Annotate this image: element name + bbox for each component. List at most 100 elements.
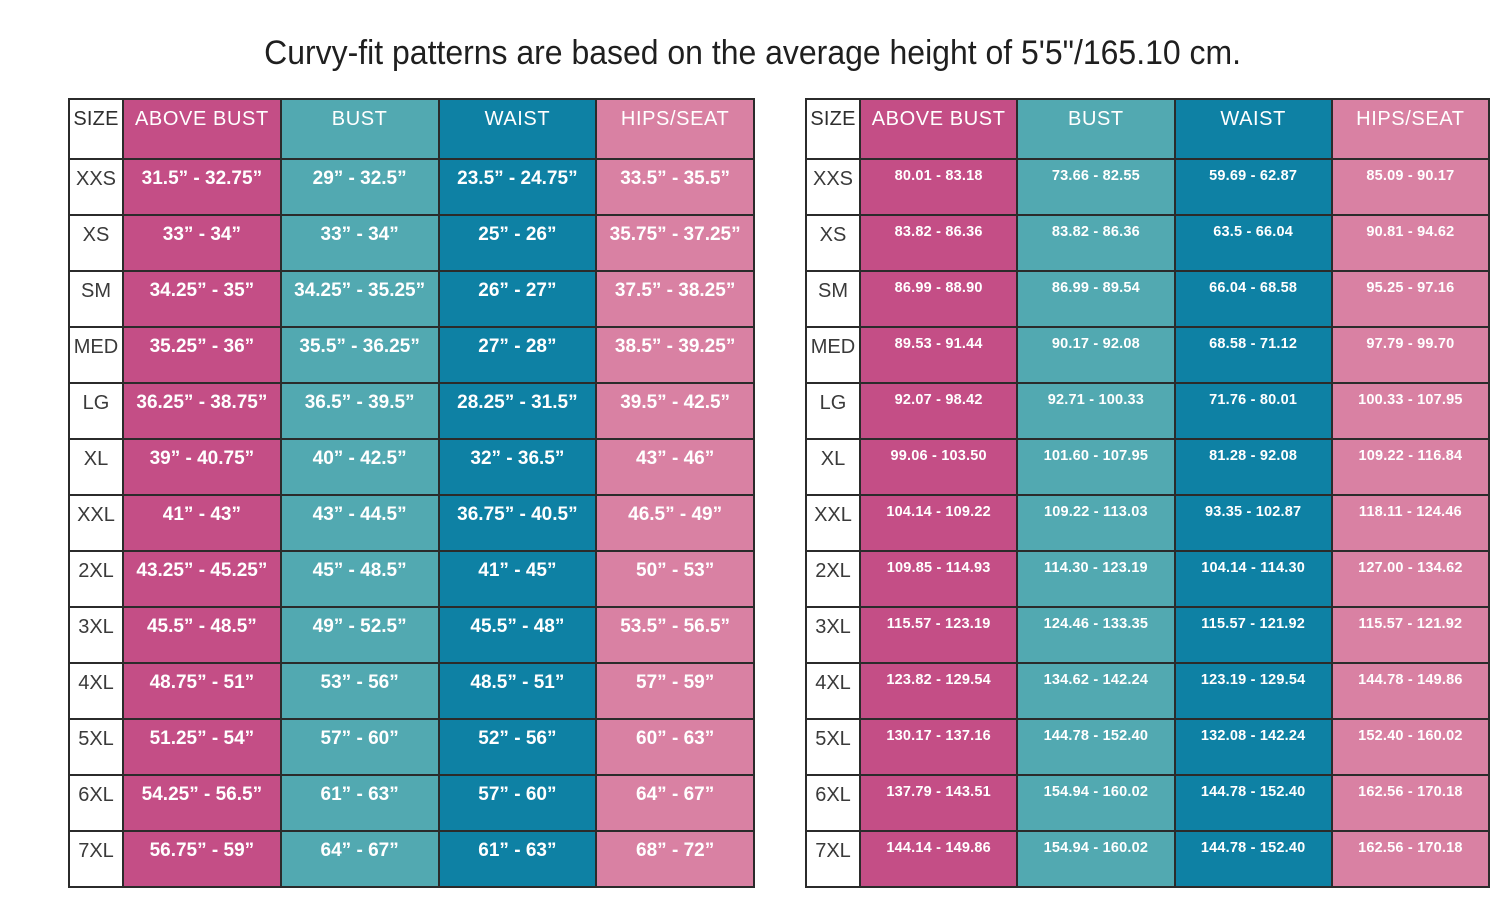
row-label: 6XL	[68, 774, 124, 832]
table-cell: 43” - 44.5”	[279, 494, 440, 552]
table-cell: 86.99 - 88.90	[858, 270, 1019, 328]
table-cell: 162.56 - 170.18	[1330, 830, 1491, 888]
row-label: 5XL	[805, 718, 861, 776]
table-row: 6XL 54.25” - 56.5” 61” - 63” 57” - 60” 64” -…	[68, 774, 755, 832]
table-row: XS 83.82 - 86.36 83.82 - 86.36 63.5 - 66.04…	[805, 214, 1491, 272]
row-label: 5XL	[68, 718, 124, 776]
table-cell: 36.25” - 38.75”	[122, 382, 282, 440]
table-cell: 45.5” - 48”	[437, 606, 598, 664]
table-cell: 53.5” - 56.5”	[595, 606, 755, 664]
table-row: MED 89.53 - 91.44 90.17 - 92.08 68.58 - 71.…	[805, 326, 1491, 384]
row-label: LG	[68, 382, 124, 440]
table-cell: 49” - 52.5”	[279, 606, 440, 664]
row-label: 6XL	[805, 774, 861, 832]
table-cell: 86.99 - 89.54	[1016, 270, 1176, 328]
table-cell: 89.53 - 91.44	[858, 326, 1019, 384]
table-cell: 26” - 27”	[437, 270, 598, 328]
table-cell: 66.04 - 68.58	[1173, 270, 1333, 328]
table-cell: 52” - 56”	[437, 718, 598, 776]
size-table-inches: SIZE ABOVE BUST BUST WAIST HIPS/SEAT XXS 31.5”…	[68, 98, 755, 888]
header-row: SIZE ABOVE BUST BUST WAIST HIPS/SEAT	[68, 98, 755, 160]
table-cell: 118.11 - 124.46	[1330, 494, 1491, 552]
table-cell: 33” - 34”	[279, 214, 440, 272]
table-cell: 162.56 - 170.18	[1330, 774, 1491, 832]
table-cell: 92.71 - 100.33	[1016, 382, 1176, 440]
table-row: XL 99.06 - 103.50 101.60 - 107.95 81.28 - 9…	[805, 438, 1491, 496]
table-cell: 115.57 - 123.19	[858, 606, 1019, 664]
table-row: XXS 80.01 - 83.18 73.66 - 82.55 59.69 - 62.…	[805, 158, 1491, 216]
table-cell: 51.25” - 54”	[122, 718, 282, 776]
table-cell: 34.25” - 35”	[122, 270, 282, 328]
table-cell: 154.94 - 160.02	[1016, 830, 1176, 888]
column-header-hips-seat: HIPS/SEAT	[595, 98, 755, 160]
table-cell: 36.75” - 40.5”	[437, 494, 598, 552]
table-cell: 71.76 - 80.01	[1173, 382, 1333, 440]
row-label: 7XL	[68, 830, 124, 888]
table-cell: 35.25” - 36”	[122, 326, 282, 384]
table-cell: 90.17 - 92.08	[1016, 326, 1176, 384]
table-cell: 56.75” - 59”	[122, 830, 282, 888]
table-cell: 40” - 42.5”	[279, 438, 440, 496]
table-cell: 99.06 - 103.50	[858, 438, 1019, 496]
table-cell: 31.5” - 32.75”	[122, 158, 282, 216]
row-label: SM	[805, 270, 861, 328]
column-header-hips-seat: HIPS/SEAT	[1330, 98, 1491, 160]
table-row: LG 92.07 - 98.42 92.71 - 100.33 71.76 - 80.…	[805, 382, 1491, 440]
column-header-above-bust: ABOVE BUST	[122, 98, 282, 160]
table-row: LG 36.25” - 38.75” 36.5” - 39.5” 28.25” - 3…	[68, 382, 755, 440]
table-cell: 81.28 - 92.08	[1173, 438, 1333, 496]
row-label: XXS	[68, 158, 124, 216]
table-row: XXL 104.14 - 109.22 109.22 - 113.03 93.35 -…	[805, 494, 1491, 552]
row-label: 4XL	[68, 662, 124, 720]
table-cell: 154.94 - 160.02	[1016, 774, 1176, 832]
table-cell: 61” - 63”	[279, 774, 440, 832]
table-cell: 109.85 - 114.93	[858, 550, 1019, 608]
row-label: 2XL	[68, 550, 124, 608]
table-row: SM 34.25” - 35” 34.25” - 35.25” 26” - 27” 37…	[68, 270, 755, 328]
table-row: 6XL 137.79 - 143.51 154.94 - 160.02 144.78 …	[805, 774, 1491, 832]
table-row: 4XL 123.82 - 129.54 134.62 - 142.24 123.19 …	[805, 662, 1491, 720]
table-cell: 25” - 26”	[437, 214, 598, 272]
table-cell: 104.14 - 114.30	[1173, 550, 1333, 608]
column-header-bust: BUST	[1016, 98, 1176, 160]
table-cell: 53” - 56”	[279, 662, 440, 720]
table-cell: 34.25” - 35.25”	[279, 270, 440, 328]
table-row: 3XL 115.57 - 123.19 124.46 - 133.35 115.57 …	[805, 606, 1491, 664]
size-table-centimeters: SIZE ABOVE BUST BUST WAIST HIPS/SEAT XXS 80.01…	[805, 98, 1491, 888]
table-cell: 144.78 - 152.40	[1016, 718, 1176, 776]
table-cell: 35.75” - 37.25”	[595, 214, 755, 272]
row-label: XXL	[805, 494, 861, 552]
row-label: 2XL	[805, 550, 861, 608]
table-row: XL 39” - 40.75” 40” - 42.5” 32” - 36.5” 43” …	[68, 438, 755, 496]
table-cell: 39.5” - 42.5”	[595, 382, 755, 440]
table-cell: 61” - 63”	[437, 830, 598, 888]
row-label: XXL	[68, 494, 124, 552]
row-label: XXS	[805, 158, 861, 216]
table-row: 2XL 43.25” - 45.25” 45” - 48.5” 41” - 45” 50…	[68, 550, 755, 608]
table-cell: 57” - 60”	[437, 774, 598, 832]
table-cell: 130.17 - 137.16	[858, 718, 1019, 776]
table-row: 2XL 109.85 - 114.93 114.30 - 123.19 104.14 …	[805, 550, 1491, 608]
table-cell: 68.58 - 71.12	[1173, 326, 1333, 384]
table-cell: 144.78 - 152.40	[1173, 830, 1333, 888]
table-cell: 41” - 45”	[437, 550, 598, 608]
table-cell: 33” - 34”	[122, 214, 282, 272]
table-cell: 32” - 36.5”	[437, 438, 598, 496]
table-cell: 64” - 67”	[595, 774, 755, 832]
table-cell: 83.82 - 86.36	[858, 214, 1019, 272]
table-cell: 68” - 72”	[595, 830, 755, 888]
table-cell: 124.46 - 133.35	[1016, 606, 1176, 664]
table-cell: 38.5” - 39.25”	[595, 326, 755, 384]
table-cell: 59.69 - 62.87	[1173, 158, 1333, 216]
row-label: XL	[68, 438, 124, 496]
row-label: 3XL	[68, 606, 124, 664]
table-cell: 48.75” - 51”	[122, 662, 282, 720]
table-cell: 144.78 - 152.40	[1173, 774, 1333, 832]
table-cell: 29” - 32.5”	[279, 158, 440, 216]
table-cell: 33.5” - 35.5”	[595, 158, 755, 216]
row-label: XS	[805, 214, 861, 272]
table-cell: 37.5” - 38.25”	[595, 270, 755, 328]
table-cell: 57” - 59”	[595, 662, 755, 720]
table-row: SM 86.99 - 88.90 86.99 - 89.54 66.04 - 68.5…	[805, 270, 1491, 328]
table-cell: 54.25” - 56.5”	[122, 774, 282, 832]
